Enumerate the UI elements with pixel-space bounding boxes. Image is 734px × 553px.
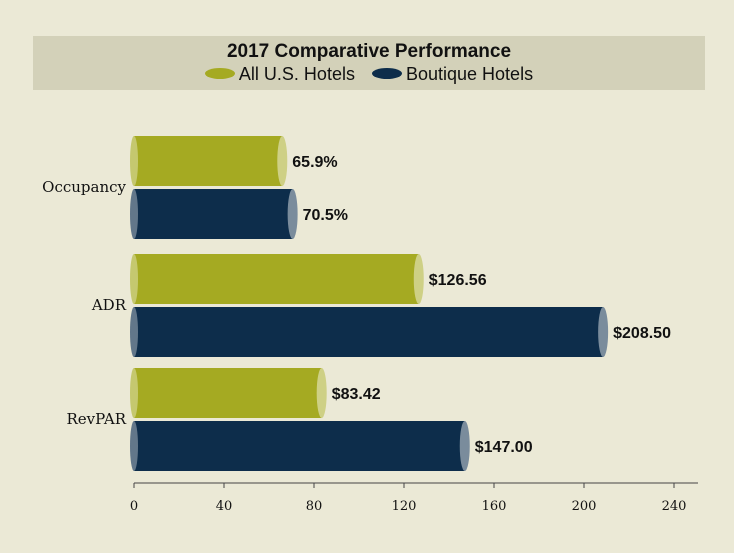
bar-adr-all-u-s-hotels [134,254,419,304]
legend-swatch-all-us-hotels [204,67,235,79]
legend-item-boutique-hotels: Boutique Hotels [371,64,534,85]
bar-cap-left-adr-boutique-hotels [130,307,138,357]
bar-cap-right-revpar-boutique-hotels [459,421,470,471]
data-label-revpar-boutique-hotels: $147.00 [475,439,533,456]
x-tick-label-160: 160 [482,499,507,514]
chart-header: 2017 Comparative Performance All U.S. Ho… [33,36,705,90]
bar-revpar-all-u-s-hotels [134,368,322,418]
category-label-adr: ADR [91,296,127,314]
bar-adr-boutique-hotels [134,307,604,357]
data-label-adr-boutique-hotels: $208.50 [613,325,671,342]
chart-title: 2017 Comparative Performance [226,41,512,62]
bar-cap-left-revpar-boutique-hotels [130,421,138,471]
x-tick-label-40: 40 [216,499,233,514]
bar-cap-left-occupancy-boutique-hotels [130,189,138,239]
data-label-revpar-all-u-s-hotels: $83.42 [332,386,381,403]
bar-revpar-boutique-hotels [134,421,465,471]
bar-cap-right-revpar-all-u-s-hotels [316,368,327,418]
legend: All U.S. Hotels Boutique Hotels [33,64,705,85]
bar-cap-right-adr-boutique-hotels [598,307,609,357]
legend-label-all-us-hotels: All U.S. Hotels [238,64,355,84]
bar-cap-right-adr-all-u-s-hotels [413,254,424,304]
bar-cap-left-occupancy-all-u-s-hotels [130,136,138,186]
bar-cap-right-occupancy-boutique-hotels [287,189,298,239]
bar-cap-left-adr-all-u-s-hotels [130,254,138,304]
bar-occupancy-boutique-hotels [134,189,293,239]
x-tick-label-200: 200 [572,499,597,514]
category-label-revpar: RevPAR [67,410,127,428]
data-label-occupancy-all-u-s-hotels: 65.9% [292,154,337,171]
category-label-occupancy: Occupancy [42,178,126,196]
legend-item-all-us-hotels: All U.S. Hotels [204,64,355,85]
bar-cap-left-revpar-all-u-s-hotels [130,368,138,418]
x-tick-label-120: 120 [392,499,417,514]
legend-swatch-boutique-hotels [371,67,402,79]
bar-cap-right-occupancy-all-u-s-hotels [277,136,288,186]
legend-label-boutique-hotels: Boutique Hotels [405,64,534,84]
data-label-adr-all-u-s-hotels: $126.56 [429,272,487,289]
x-tick-label-0: 0 [130,499,138,514]
x-tick-label-240: 240 [662,499,687,514]
bar-occupancy-all-u-s-hotels [134,136,283,186]
x-tick-label-80: 80 [306,499,323,514]
data-label-occupancy-boutique-hotels: 70.5% [303,207,348,224]
